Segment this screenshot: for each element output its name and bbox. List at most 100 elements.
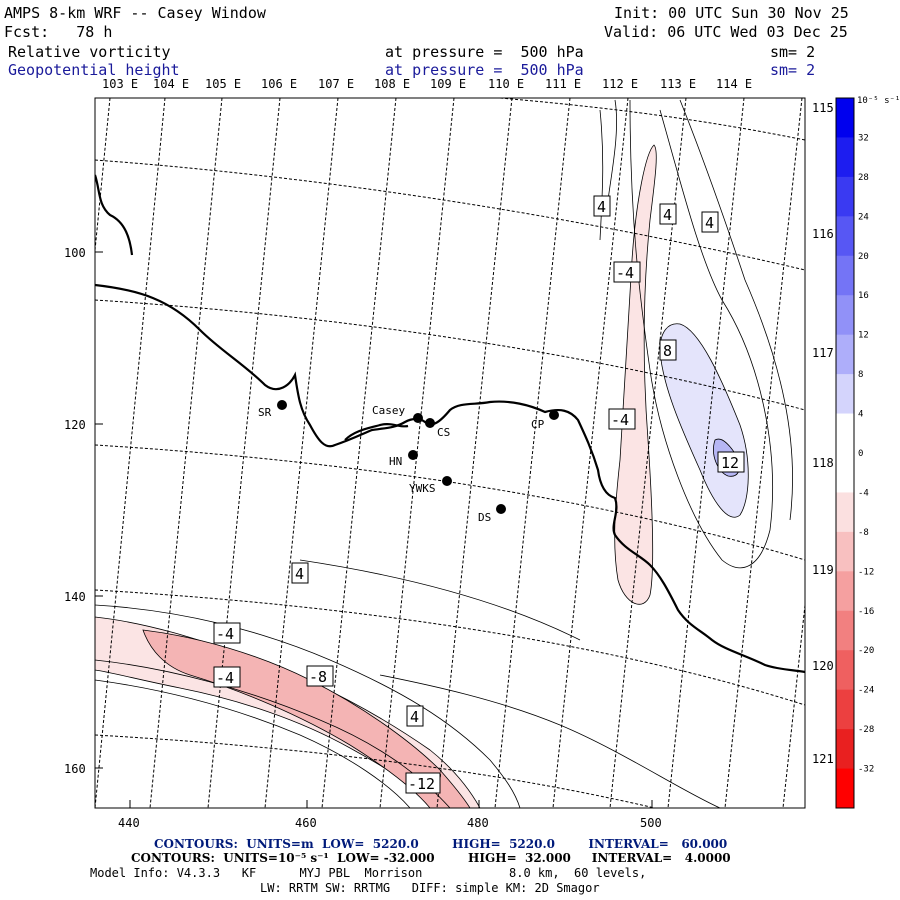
- colorbar-swatch: [836, 729, 854, 770]
- colorbar-swatch: [836, 610, 854, 651]
- station-dot-CP: [549, 410, 559, 420]
- colorbar-swatch: [836, 492, 854, 533]
- colorbar-label: -24: [858, 686, 874, 696]
- svg-text:4: 4: [410, 708, 419, 726]
- footer-model-physics: LW: RRTM SW: RRTMG DIFF: simple KM: 2D S…: [260, 881, 600, 895]
- colorbar-label: 12: [858, 331, 869, 341]
- colorbar-label: 0: [858, 449, 863, 459]
- valid-time: Valid: 06 UTC Wed 03 Dec 25: [604, 23, 848, 41]
- station-label-CP: CP: [531, 418, 545, 431]
- footer-model-info: Model Info: V4.3.3 KF MYJ PBL Morrison 8…: [90, 866, 647, 880]
- contour-label: 8: [659, 339, 677, 361]
- stations: [277, 400, 559, 514]
- station-label-DS: DS: [478, 511, 491, 524]
- colorbar-label: -12: [858, 567, 874, 577]
- colorbar-swatch: [836, 176, 854, 217]
- init-time: Init: 00 UTC Sun 30 Nov 25: [614, 4, 849, 22]
- svg-text:-12: -12: [408, 775, 435, 793]
- contour-label: 4: [406, 705, 424, 727]
- x-tick-label: 460: [295, 816, 317, 830]
- station-dot-Casey: [413, 413, 423, 423]
- field-name-height: Geopotential height: [8, 61, 180, 79]
- footer-contours-height: CONTOURS: UNITS=m LOW= 5220.0 HIGH= 5220…: [154, 837, 728, 851]
- lon-label: 104 E: [153, 77, 190, 91]
- station-label-Casey: Casey: [372, 404, 405, 417]
- colorbar-swatch: [836, 571, 854, 612]
- colorbar-label: -4: [858, 488, 869, 498]
- svg-text:4: 4: [663, 206, 672, 224]
- plot-title: AMPS 8-km WRF -- Casey Window: [4, 4, 266, 22]
- colorbar-swatch: [836, 768, 854, 809]
- y-tick-label: 140: [64, 590, 86, 604]
- station-dot-HN: [408, 450, 418, 460]
- colorbar-label: 28: [858, 173, 869, 183]
- colorbar-swatch: [836, 689, 854, 730]
- svg-text:4: 4: [705, 214, 714, 232]
- colorbar-swatch: [836, 413, 854, 454]
- svg-text:4: 4: [295, 565, 304, 583]
- colorbar-unit: 10⁻⁵ s⁻¹: [857, 96, 900, 106]
- forecast-hour: Fcst: 78 h: [4, 23, 113, 41]
- lon-label: 106 E: [261, 77, 298, 91]
- svg-text:12: 12: [721, 454, 739, 472]
- svg-text:-8: -8: [309, 668, 327, 686]
- colorbar-swatch: [836, 374, 854, 415]
- colorbar-swatch: [836, 98, 854, 138]
- y-tick-label: 100: [64, 246, 86, 260]
- svg-text:-4: -4: [216, 625, 234, 643]
- lon-label: 111 E: [545, 77, 582, 91]
- contour-label: 4: [291, 562, 309, 584]
- colorbar-label: -32: [858, 765, 874, 775]
- pressure-level-vorticity: at pressure = 500 hPa: [385, 43, 584, 61]
- colorbar: [835, 97, 855, 809]
- contour-labels: 4 4 4 -4 8 -4 12 4 -4 -4 -8 4 -12: [213, 195, 745, 794]
- pressure-level-height: at pressure = 500 hPa: [385, 61, 584, 79]
- colorbar-swatch: [836, 137, 854, 178]
- station-labels: SR Casey CS CP HN YWKS DS: [258, 404, 545, 524]
- lon-label: 109 E: [430, 77, 467, 91]
- latitude-grid: [95, 98, 805, 808]
- colorbar-swatch: [836, 650, 854, 691]
- colorbar-label: 16: [858, 291, 869, 301]
- colorbar-label: -16: [858, 607, 874, 617]
- colorbar-label: 8: [858, 370, 863, 380]
- x-tick-label: 480: [467, 816, 489, 830]
- colorbar-label: -20: [858, 646, 874, 656]
- svg-text:-4: -4: [216, 669, 234, 687]
- lon-label: 103 E: [102, 77, 139, 91]
- contour-label: -8: [306, 665, 334, 687]
- lon-label: 108 E: [374, 77, 411, 91]
- lon-label: 112 E: [602, 77, 639, 91]
- axis-ticks: [95, 251, 653, 808]
- svg-text:8: 8: [663, 342, 672, 360]
- height-contours: [95, 99, 793, 808]
- svg-text:-4: -4: [611, 411, 629, 429]
- lon-label: 113 E: [660, 77, 697, 91]
- field-name-vorticity: Relative vorticity: [8, 43, 171, 61]
- colorbar-swatch: [836, 334, 854, 375]
- colorbar-labels: 32 28 24 20 16 12 8 4 0 -4 -8 -12 -16 -20 -24 -28 -32: [858, 133, 874, 774]
- lon-label: 110 E: [488, 77, 525, 91]
- footer-contours-vorticity: CONTOURS: UNITS=10⁻⁵ s⁻¹ LOW= -32.000 HI…: [131, 851, 731, 865]
- contour-label: 4: [701, 211, 719, 233]
- y-tick-label: 120: [64, 418, 86, 432]
- station-dot-YWKS: [442, 476, 452, 486]
- contour-label: 4: [659, 203, 677, 225]
- colorbar-frame: [835, 97, 855, 809]
- colorbar-label: -28: [858, 725, 874, 735]
- station-dot-SR: [277, 400, 287, 410]
- station-label-CS: CS: [437, 426, 450, 439]
- colorbar-label: 4: [858, 410, 863, 420]
- x-tick-label: 500: [640, 816, 662, 830]
- x-tick-labels: 440 460 480 500: [118, 816, 662, 830]
- smoothing-height: sm= 2: [770, 61, 816, 79]
- contour-label: -12: [405, 772, 441, 794]
- colorbar-label: 24: [858, 212, 869, 222]
- colorbar-swatch: [836, 255, 854, 296]
- contour-label: -4: [613, 261, 641, 283]
- colorbar-label: 20: [858, 252, 869, 262]
- station-dot-CS: [425, 418, 435, 428]
- plot-frame: [94, 97, 806, 809]
- colorbar-swatch: [836, 295, 854, 336]
